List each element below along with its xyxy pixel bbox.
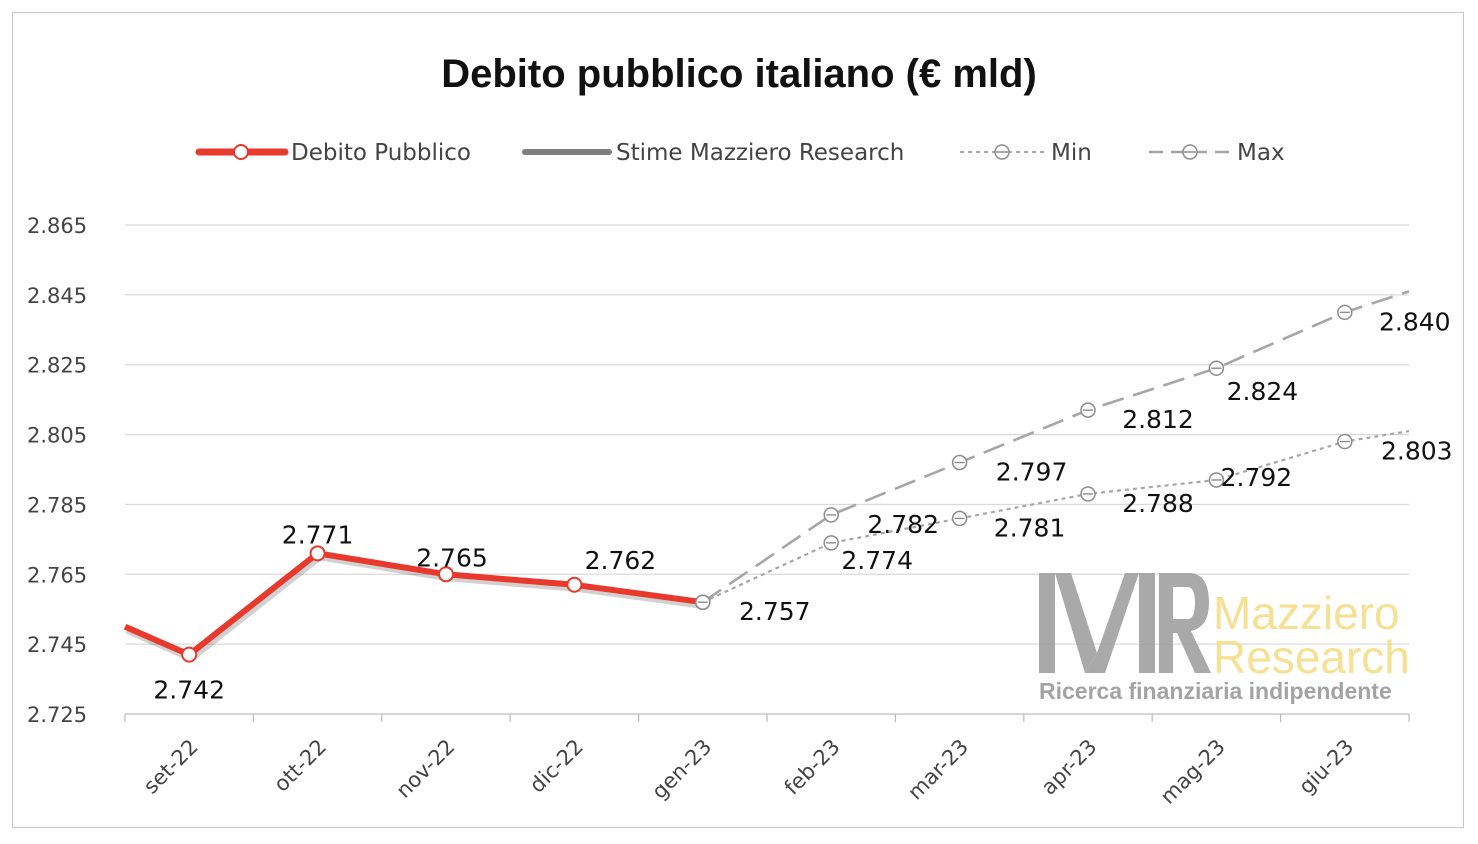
legend-item-debito: Debito Pubblico — [195, 140, 471, 166]
x-tick-label: mar-23 — [903, 735, 973, 805]
debito-point — [438, 566, 454, 583]
debito-point — [181, 646, 198, 663]
data-label: 2.774 — [841, 546, 913, 575]
watermark-tagline: Ricerca finanziaria indipendente — [1039, 678, 1392, 704]
data-label: 2.781 — [994, 513, 1066, 542]
data-label: 2.824 — [1227, 377, 1299, 406]
series-layer — [123, 290, 1410, 663]
legend-marker-debito — [233, 144, 249, 160]
debito-point — [566, 576, 583, 593]
x-tick-label: apr-23 — [1037, 735, 1102, 800]
data-label: 2.765 — [416, 543, 488, 572]
watermark-line1: Mazziero — [1213, 587, 1400, 639]
gridlines — [125, 224, 1409, 715]
y-tick-label: 2.825 — [27, 354, 87, 378]
legend: Debito Pubblico Stime Mazziero Research … — [195, 140, 1285, 166]
y-tick-label: 2.745 — [27, 633, 87, 657]
x-tick-label: feb-23 — [780, 735, 845, 800]
data-label: 2.840 — [1379, 307, 1451, 336]
legend-item-min: Min — [960, 140, 1092, 166]
x-tick-label: dic-22 — [525, 735, 588, 798]
x-tick-label: ott-22 — [269, 735, 331, 797]
legend-item-max: Max — [1149, 140, 1285, 166]
x-axis: set-22 ott-22 nov-22 dic-22 gen-23 feb-23 mar-… — [124, 714, 1410, 809]
mr-monogram — [1039, 573, 1211, 673]
legend-label-debito: Debito Pubblico — [291, 140, 471, 166]
y-tick-label: 2.765 — [27, 563, 87, 587]
data-label: 2.762 — [585, 546, 657, 575]
x-tick-label: giu-23 — [1294, 735, 1358, 799]
x-tick-label: gen-23 — [647, 735, 716, 804]
y-tick-label: 2.865 — [27, 214, 87, 238]
x-tick-label: mag-23 — [1156, 735, 1230, 809]
x-tick-label: nov-22 — [391, 735, 459, 803]
legend-label-min: Min — [1051, 140, 1092, 166]
data-label: 2.771 — [282, 520, 354, 549]
y-tick-label: 2.805 — [27, 424, 87, 448]
data-label: 2.792 — [1221, 463, 1293, 492]
chart-title: Debito pubblico italiano (€ mld) — [441, 52, 1037, 96]
x-tick-label: set-22 — [139, 735, 203, 799]
watermark-line2: Research — [1213, 631, 1410, 683]
y-tick-label: 2.725 — [27, 703, 87, 727]
series-line-debito — [123, 550, 704, 658]
data-labels: 2.742 2.771 2.765 2.762 2.757 2.774 2.781 2.788… — [153, 307, 1452, 704]
legend-label-max: Max — [1237, 140, 1285, 166]
data-label: 2.782 — [867, 510, 939, 539]
data-label: 2.812 — [1122, 405, 1194, 434]
legend-item-stime: Stime Mazziero Research — [522, 140, 904, 166]
data-label: 2.797 — [996, 458, 1068, 487]
mazziero-watermark-logo: Mazziero Research Ricerca finanziaria in… — [1039, 573, 1410, 704]
data-label: 2.742 — [153, 676, 225, 705]
legend-label-stime: Stime Mazziero Research — [616, 140, 904, 166]
debito-point — [309, 545, 326, 562]
data-label: 2.757 — [739, 597, 811, 626]
y-axis-ticks: 2.865 2.845 2.825 2.805 2.785 2.765 2.745 2.725 — [27, 214, 87, 727]
data-label: 2.803 — [1381, 437, 1453, 466]
y-tick-label: 2.785 — [27, 493, 87, 517]
chart-svg: Debito pubblico italiano (€ mld) Debito … — [27, 52, 1453, 809]
y-tick-label: 2.845 — [27, 284, 87, 308]
data-label: 2.788 — [1122, 489, 1194, 518]
series-line-max — [702, 290, 1410, 604]
chart-frame: Debito pubblico italiano (€ mld) Debito … — [12, 12, 1464, 828]
